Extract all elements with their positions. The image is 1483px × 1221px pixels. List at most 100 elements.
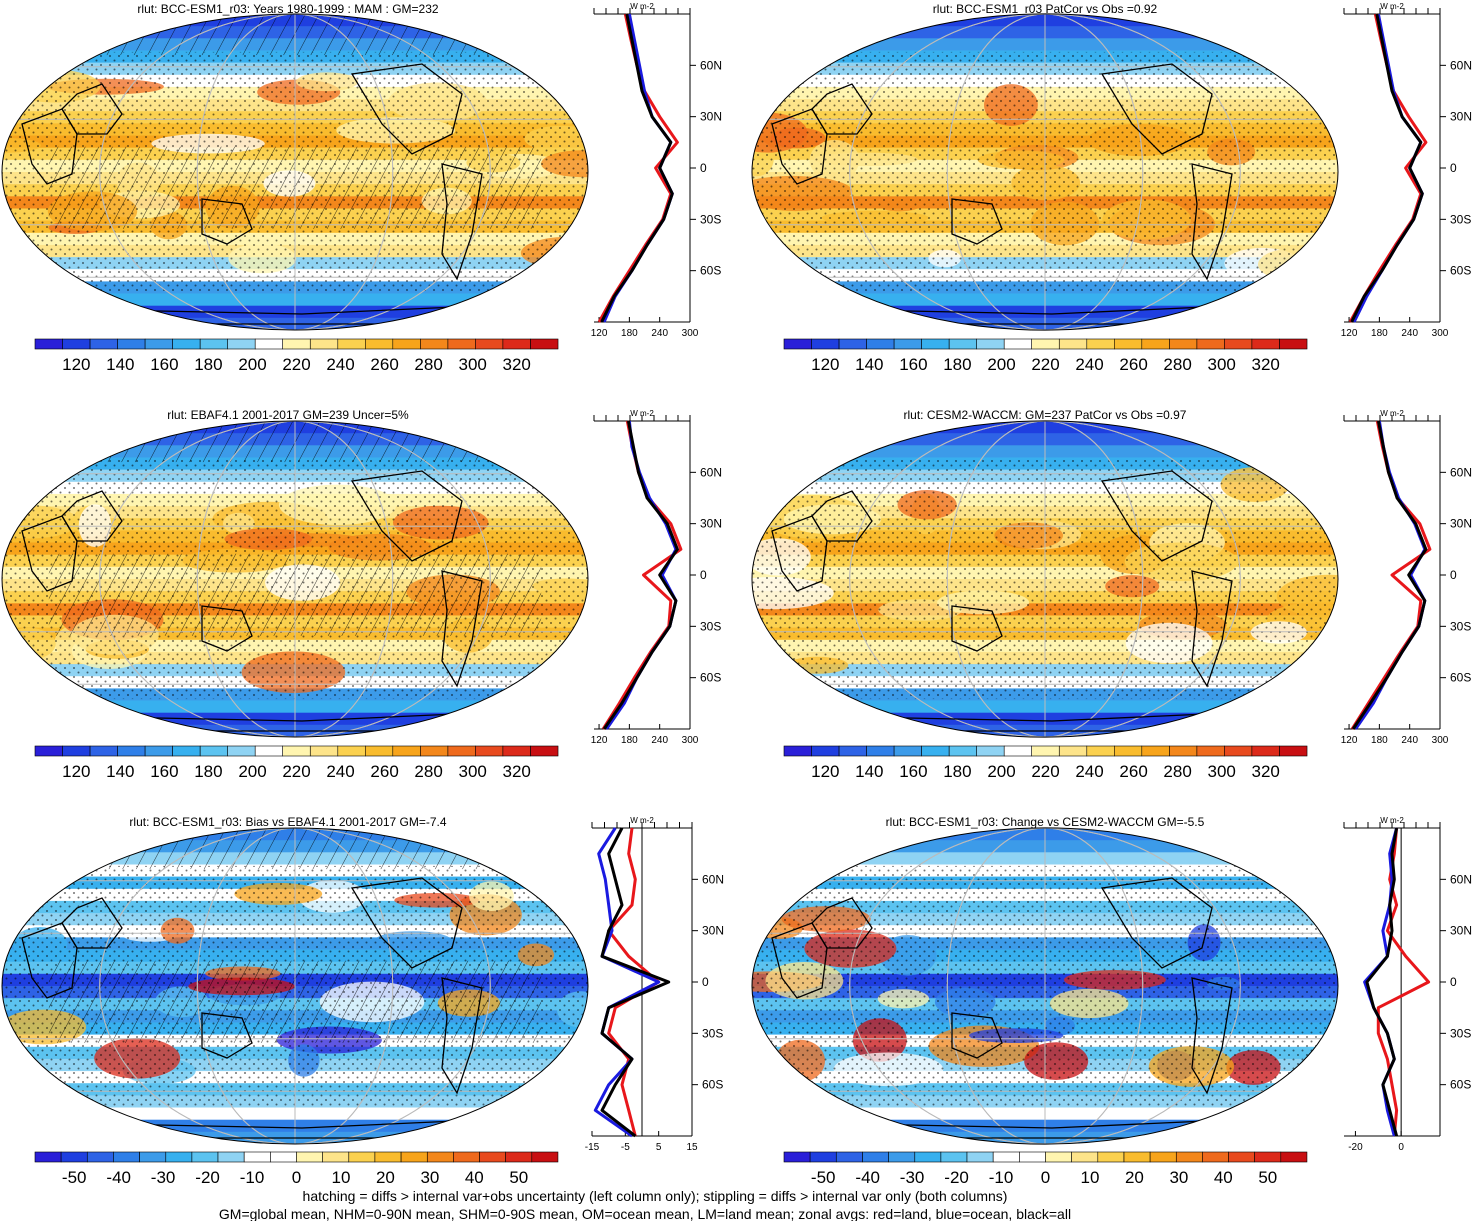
colorbar-tick-label: 220 <box>282 355 310 374</box>
profile-lat-label: 0 <box>1450 975 1457 989</box>
map-field-blob <box>751 73 781 93</box>
profile-unit-label: W m-2 <box>630 816 654 825</box>
colorbar-swatch <box>1123 1151 1151 1163</box>
map-graticule <box>2 421 588 737</box>
colorbar-tick-label: 300 <box>1208 355 1236 374</box>
panel-2: rlut: BCC-ESM1_r03 PatCor vs Obs =0.92 W… <box>751 2 1472 374</box>
colorbar-swatch <box>165 1151 193 1163</box>
profile-x-tick-label: 120 <box>1341 328 1358 339</box>
profile-lat-label: 30S <box>700 619 721 633</box>
colorbar-swatch <box>940 1151 968 1163</box>
colorbar-tick-label: -10 <box>240 1168 265 1187</box>
colorbar-swatch <box>426 1151 454 1163</box>
panel-4-map <box>751 420 1339 738</box>
colorbar-swatch <box>992 1151 1020 1163</box>
colorbar-tick-label: 140 <box>106 355 134 374</box>
profile-lat-label: 60S <box>702 1078 723 1092</box>
profile-lat-label: 60S <box>1450 671 1471 685</box>
panel-6-colorbar: -50 -40 -30 -20 -10 0 10 20 30 40 50 <box>783 1151 1308 1187</box>
colorbar-swatch <box>1114 338 1143 350</box>
colorbar-tick-label: 260 <box>370 762 398 781</box>
colorbar-tick-label: -30 <box>900 1168 925 1187</box>
colorbar-tick-label: 200 <box>987 762 1015 781</box>
profile-x-tick-label: 300 <box>1432 735 1449 746</box>
map-border <box>1 420 589 738</box>
profile-lat-label: 30S <box>702 1026 723 1040</box>
south-america-coast <box>1191 570 1233 688</box>
colorbar-tick-label: 180 <box>194 762 222 781</box>
colorbar-tick-label: -50 <box>62 1168 87 1187</box>
panel-2-zonal-profile: W m-2 120 180 240 300 60N 30N 0 30S 60S <box>1341 2 1472 339</box>
colorbar-swatch <box>921 338 950 350</box>
australia-coast <box>951 605 1003 652</box>
colorbar-swatch <box>811 338 840 350</box>
colorbar-swatch <box>1031 745 1060 757</box>
profile-x-tick-label: 120 <box>1341 735 1358 746</box>
north-america-coast <box>350 877 463 969</box>
colorbar-swatch <box>783 745 812 757</box>
colorbar-swatch <box>530 338 559 350</box>
panel-3-colorbar: 120 140 160 180 200 220 240 260 280 300 320 <box>34 745 559 781</box>
zonal-land-line <box>1376 827 1431 1137</box>
profile-x-tick-label: -15 <box>585 1142 600 1153</box>
panel-6-zonal-profile: W m-2 -20 0 60N 30N 0 30S 60S <box>1343 816 1472 1153</box>
colorbar-swatch <box>117 745 146 757</box>
colorbar-swatch <box>948 745 978 757</box>
colorbar-tick-label: 140 <box>855 355 883 374</box>
colorbar-swatch <box>392 745 421 757</box>
north-america-coast <box>350 63 463 155</box>
map-border <box>1 13 589 331</box>
colorbar-swatch <box>453 1151 480 1163</box>
north-america-coast <box>1100 470 1213 562</box>
colorbar-swatch <box>1019 1151 1046 1163</box>
profile-lat-label: 30N <box>702 924 724 938</box>
profile-lat-label: 30N <box>700 110 722 124</box>
colorbar-swatch <box>447 338 476 350</box>
colorbar-swatch <box>893 338 922 350</box>
colorbar-swatch <box>530 745 559 757</box>
colorbar-tick-label: 320 <box>503 355 531 374</box>
colorbar-tick-label: 280 <box>1163 355 1191 374</box>
profile-lat-label: 60N <box>700 465 722 479</box>
map-border <box>751 420 1339 738</box>
colorbar-swatch <box>1141 338 1170 350</box>
colorbar-swatch <box>243 1151 271 1163</box>
colorbar-tick-label: 50 <box>509 1168 528 1187</box>
colorbar-swatch <box>254 745 284 757</box>
colorbar-tick-label: 10 <box>332 1168 351 1187</box>
colorbar-swatch <box>1169 338 1198 350</box>
zonal-all-line <box>600 827 671 1138</box>
zonal-all-line <box>1350 13 1424 323</box>
profile-lat-label: 30S <box>1450 212 1471 226</box>
map-border <box>1 827 589 1145</box>
colorbar-tick-label: 200 <box>238 355 266 374</box>
colorbar-tick-label: 160 <box>899 355 927 374</box>
colorbar-swatch <box>364 338 394 350</box>
colorbar-tick-label: 220 <box>1031 762 1059 781</box>
colorbar-tick-label: 180 <box>194 355 222 374</box>
colorbar-swatch <box>783 1151 811 1163</box>
colorbar-swatch <box>1045 1151 1072 1163</box>
colorbar-swatch <box>502 745 531 757</box>
colorbar-tick-label: 240 <box>326 762 354 781</box>
panel-5: rlut: BCC-ESM1_r03: Bias vs EBAF4.1 2001… <box>1 815 724 1187</box>
colorbar-swatch <box>893 745 922 757</box>
colorbar-swatch <box>227 745 256 757</box>
zonal-all-line <box>602 420 679 730</box>
profile-lat-label: 30S <box>700 212 721 226</box>
north-america-coast <box>1100 877 1213 969</box>
zonal-ocean-line <box>1354 420 1427 730</box>
colorbar-swatch <box>172 338 201 350</box>
map-graticule <box>2 14 588 330</box>
colorbar-swatch <box>1202 1151 1229 1163</box>
colorbar-swatch <box>337 745 366 757</box>
colorbar-swatch <box>217 1151 245 1163</box>
panel-2-colorbar: 120 140 160 180 200 220 240 260 280 300 320 <box>783 338 1308 374</box>
profile-unit-label: W m-2 <box>1380 816 1404 825</box>
north-america-coast <box>1100 63 1213 155</box>
profile-lat-label: 60N <box>1450 465 1472 479</box>
australia-coast <box>201 198 253 245</box>
colorbar-swatch <box>254 338 284 350</box>
colorbar-tick-label: 30 <box>420 1168 439 1187</box>
